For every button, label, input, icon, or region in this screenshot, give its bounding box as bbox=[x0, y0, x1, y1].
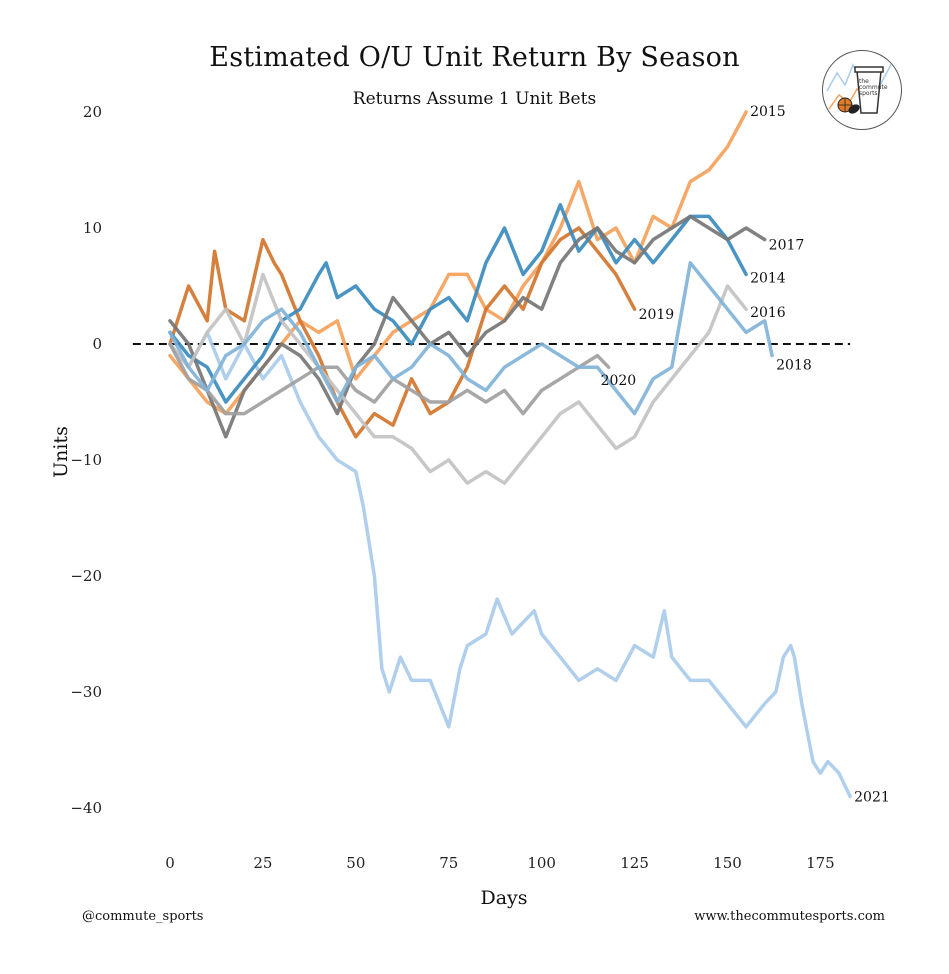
series-line-2014 bbox=[168, 203, 748, 404]
chart-title: Estimated O/U Unit Return By Season bbox=[209, 42, 740, 73]
y-tick-label: −30 bbox=[70, 683, 102, 701]
footer-website: www.thecommutesports.com bbox=[694, 909, 885, 924]
x-tick-label: 50 bbox=[346, 854, 365, 872]
series-end-label-2014: 2014 bbox=[750, 270, 786, 286]
x-tick-label: 100 bbox=[527, 854, 556, 872]
x-tick-label: 175 bbox=[806, 854, 835, 872]
y-tick-label: 20 bbox=[83, 103, 102, 121]
y-tick-label: −40 bbox=[70, 799, 102, 817]
x-tick-label: 75 bbox=[439, 854, 458, 872]
series-end-label-2018: 2018 bbox=[776, 358, 812, 374]
x-tick-label: 150 bbox=[713, 854, 742, 872]
x-axis-label: Days bbox=[480, 887, 527, 909]
series-line-2017 bbox=[168, 214, 767, 439]
y-tick-label: 0 bbox=[92, 335, 102, 353]
series-end-label-2017: 2017 bbox=[769, 238, 805, 254]
series-end-label-2021: 2021 bbox=[854, 789, 890, 805]
series-lines bbox=[168, 110, 852, 799]
series-end-label-2020: 2020 bbox=[601, 373, 637, 389]
y-tick-label: 10 bbox=[83, 219, 102, 237]
commute-sports-logo: the commute sports bbox=[822, 50, 902, 130]
series-line-2021 bbox=[168, 330, 852, 799]
x-tick-labels: 0 25 50 75 100 125 150 175 bbox=[165, 854, 835, 872]
x-tick-label: 125 bbox=[620, 854, 649, 872]
series-end-label-2016: 2016 bbox=[750, 305, 786, 321]
series-line-2016 bbox=[168, 272, 748, 485]
chart-subtitle: Returns Assume 1 Unit Bets bbox=[352, 89, 597, 109]
series-end-labels: 2021 2015 2019 2014 2017 2016 2020 2018 bbox=[601, 104, 890, 805]
series-end-label-2019: 2019 bbox=[639, 307, 675, 323]
logo-icon bbox=[826, 60, 894, 114]
y-tick-label: −20 bbox=[70, 567, 102, 585]
y-tick-label: −10 bbox=[70, 451, 102, 469]
y-tick-labels: 20 10 0 −10 −20 −30 −40 bbox=[70, 103, 102, 817]
series-line-2018 bbox=[168, 261, 774, 416]
x-tick-label: 0 bbox=[165, 854, 175, 872]
series-line-2019 bbox=[168, 226, 637, 439]
logo-text: the commute sports bbox=[859, 78, 888, 97]
footer-handle: @commute_sports bbox=[82, 909, 204, 924]
x-tick-label: 25 bbox=[253, 854, 272, 872]
y-axis-label: Units bbox=[50, 426, 72, 478]
series-end-label-2015: 2015 bbox=[750, 104, 786, 120]
